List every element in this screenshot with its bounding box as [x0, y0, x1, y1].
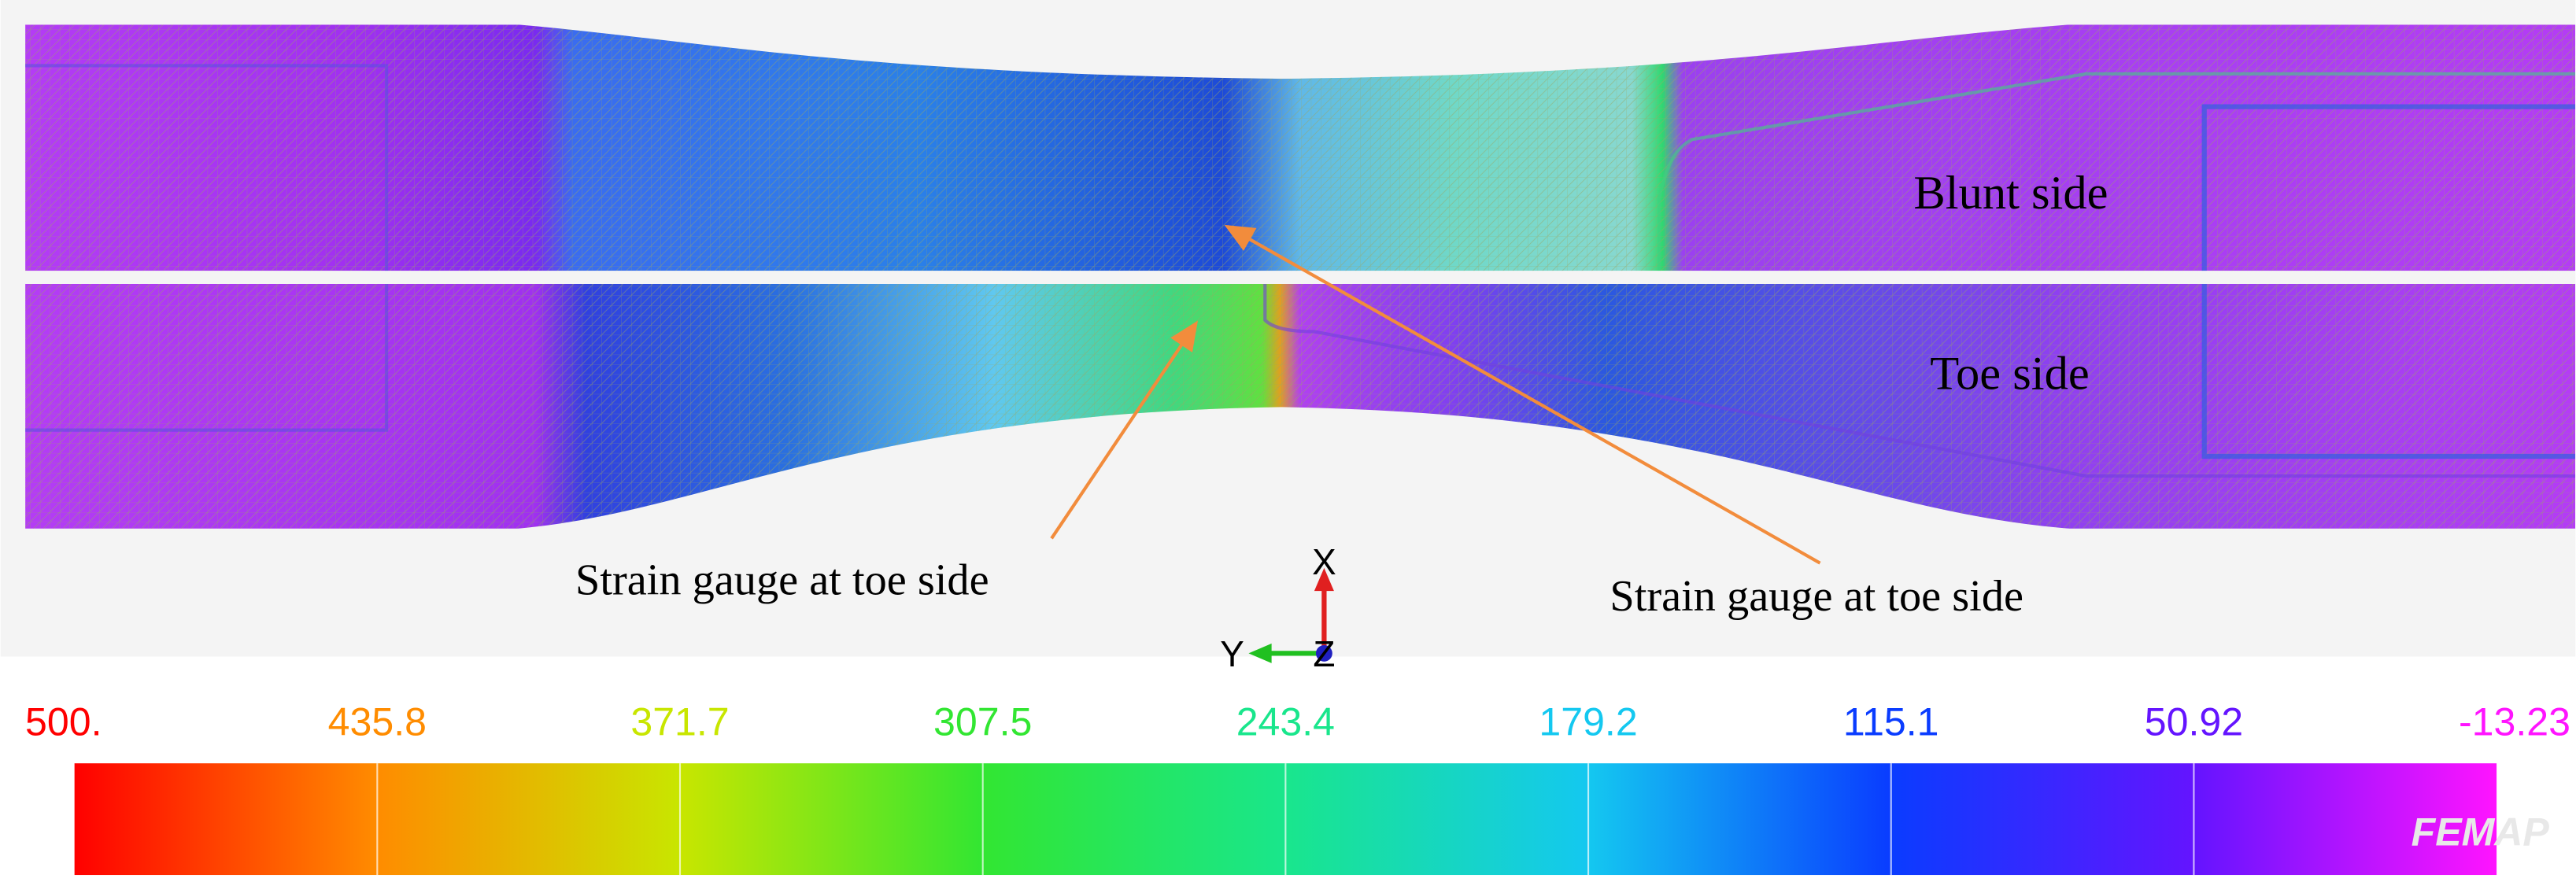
specimen-toe-half — [25, 283, 2576, 529]
legend-label: -13.23 — [2459, 700, 2570, 744]
specimen-label: Blunt side — [1913, 167, 2108, 220]
axis-triad: X Y Z — [1220, 541, 1336, 674]
annotation-text: Strain gauge at toe side — [1610, 572, 2023, 621]
specimen-label: Toe side — [1930, 347, 2089, 400]
axis-label: Z — [1313, 633, 1335, 674]
annotation-arrow — [1224, 224, 1821, 565]
axis-label: X — [1312, 541, 1336, 582]
color-legend: 500. 435.8 371.7 307.5 243.4 179.2 115.1 50.92 -… — [25, 700, 2570, 876]
legend-label: 435.8 — [328, 700, 427, 744]
legend-label: 307.5 — [933, 700, 1032, 744]
legend-label: 371.7 — [630, 700, 729, 744]
legend-label: 179.2 — [1539, 700, 1637, 744]
legend-label: 115.1 — [1843, 700, 1939, 744]
annotation-arrow — [1050, 320, 1198, 540]
axis-label: Y — [1220, 633, 1244, 674]
legend-label: 500. — [25, 700, 102, 744]
legend-label: 243.4 — [1236, 700, 1335, 744]
legend-label: 50.92 — [2145, 700, 2243, 744]
annotation-text: Strain gauge at toe side — [575, 555, 989, 604]
watermark: FEMAP — [2412, 810, 2550, 854]
